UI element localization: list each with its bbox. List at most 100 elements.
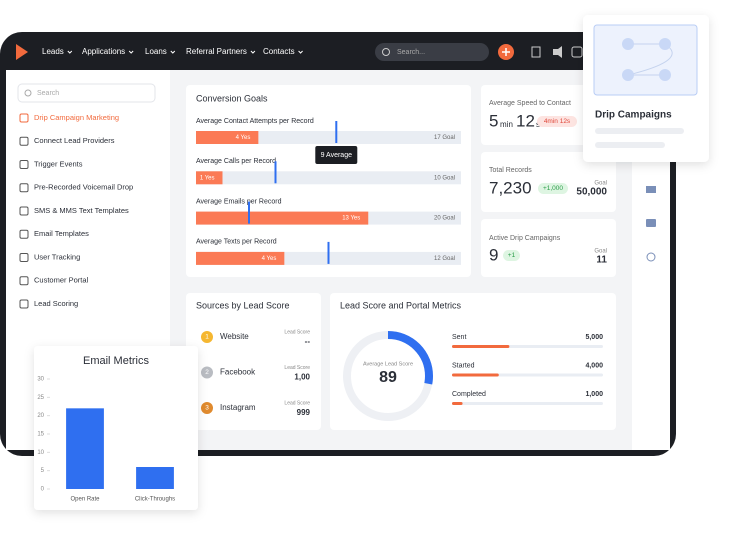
donut-arc [343,331,433,421]
menu-icon [19,136,29,146]
illustration-node [659,38,671,50]
placeholder-bar [595,128,684,134]
stat-value: 7,230 [489,178,532,197]
menu-item[interactable]: Lead Scoring [34,299,78,308]
metric-value: 1,000 [585,391,603,398]
nav-item[interactable]: Contacts [263,47,295,56]
tooltip-text: 9 Average [321,152,353,159]
speed-card [481,85,616,145]
nav-search[interactable] [375,43,489,61]
menu-item[interactable]: Trigger Events [34,159,83,168]
menu-item[interactable]: Customer Portal [34,276,89,285]
stat-label: Average Speed to Contact [489,100,571,107]
source-name: Facebook [220,368,256,377]
chevron [298,50,303,54]
goal-value: 50,000 [576,187,607,198]
chat-icon[interactable] [646,219,656,227]
placeholder-bar [595,142,665,148]
bar-chart: 0 5 10 15 20 25 30 Open Rate Click-Throughs [37,377,175,503]
badge-text: 4min 12s [544,118,571,125]
logo [16,44,28,60]
card-title: Sources by Lead Score [196,300,290,310]
goal-row-label: Average Texts per Record [196,239,277,246]
rank-badge [201,366,213,379]
metric-track [452,402,603,405]
bar [136,467,174,489]
rank: 1 [205,334,209,341]
score-label: Lead Score [284,329,310,335]
menu-icon [19,229,29,239]
stat-value: 12 [516,111,535,130]
megaphone-icon[interactable] [553,46,562,58]
illustration-node [622,69,634,81]
drip-card [481,219,616,277]
metric-label: Started [452,362,475,369]
goal-bar [196,131,259,144]
menu-item[interactable]: Email Templates [34,229,89,238]
metric-value: 4,000 [585,362,603,369]
phone-icon[interactable] [646,252,656,262]
sidebar-search-text: Search [37,90,59,97]
stat-label: Active Drip Campaigns [489,235,561,242]
chevron [170,50,176,54]
goal-bar [196,171,223,185]
illustration-node [622,38,634,50]
goal-label: 20 Goal [434,216,455,222]
x-tick-label: Click-Throughs [135,497,175,503]
menu-item[interactable]: Drip Campaign Marketing [34,113,119,122]
y-tick-label: 10 [37,450,44,456]
chevron [128,50,134,54]
y-tick-label: 0 [41,487,45,493]
goal-bar-label: 13 Yes [342,216,360,222]
grid-icon[interactable] [571,46,583,58]
metric-value: 5,000 [585,334,603,341]
nav-item[interactable]: Leads [42,47,64,56]
menu-item[interactable]: Pre-Recorded Voicemail Drop [34,183,133,192]
sources-card [186,293,321,430]
source-name: Instagram [220,403,256,412]
nav-item[interactable]: Applications [82,47,125,56]
goal-bar-label: 4 Yes [236,135,251,141]
menu-icon [19,206,29,216]
portal-metrics-card [330,293,616,430]
add-icon [502,48,510,56]
metric-bar [452,402,463,405]
goal-row-label: Average Contact Attempts per Record [196,118,314,125]
badge-text: +1,000 [543,185,563,192]
goal-row-label: Average Calls per Record [196,158,276,165]
goal-label: 12 Goal [434,256,455,262]
goal-value: 11 [596,255,607,266]
source-name: Website [220,332,249,341]
chart-title: Email Metrics [83,355,150,367]
average-marker [274,161,277,184]
mail-icon[interactable] [646,186,656,193]
rank: 3 [205,405,209,412]
y-tick-label: 20 [37,413,44,419]
rank: 2 [205,369,209,376]
y-tick-label: 25 [37,395,44,401]
score-label: Lead Score [284,400,310,406]
goal-track [196,131,461,144]
menu-item[interactable]: Connect Lead Providers [34,136,115,145]
nav-item[interactable]: Loans [145,47,167,56]
menu-item[interactable]: User Tracking [34,252,80,261]
average-marker [327,241,330,264]
doc-icon[interactable] [531,46,541,58]
records-card [481,152,616,212]
metric-bar [452,345,510,348]
sidebar-search[interactable] [17,83,156,103]
stat-label: Total Records [489,167,532,174]
goal-bar-label: 1 Yes [200,175,215,181]
menu-item[interactable]: SMS & MMS Text Templates [34,206,129,215]
score: 999 [297,408,311,417]
nav-item[interactable]: Referral Partners [186,47,247,56]
tooltip [315,146,358,164]
metric-label: Completed [452,391,486,398]
nav-search-text: Search... [397,49,425,56]
chevron [250,50,256,54]
illustration-node [659,69,671,81]
score: 1,00 [294,373,310,382]
badge [503,250,520,261]
menu-icon [19,276,29,286]
metric-label: Sent [452,334,466,341]
